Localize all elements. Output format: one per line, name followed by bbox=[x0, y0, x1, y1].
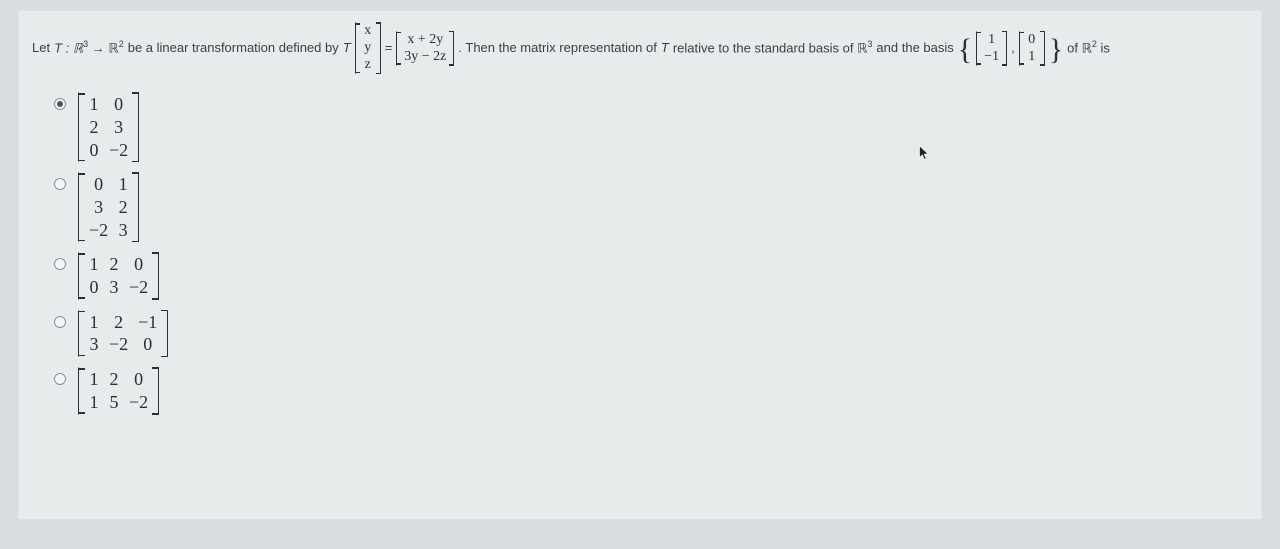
answer-option[interactable]: 12 −1 3 −2 0 bbox=[54, 310, 1248, 357]
output-vector: x + 2y3y − 2z bbox=[396, 31, 454, 66]
question-card: Let T : ℝ3 → ℝ2 be a linear transformati… bbox=[18, 10, 1262, 520]
matrix-cell: 0 bbox=[1027, 32, 1037, 48]
matrix-cell: −2 bbox=[89, 220, 108, 241]
matrix-cell: 2 bbox=[114, 312, 124, 333]
matrix-cell: 1 bbox=[118, 174, 128, 195]
matrix-cell: 0 bbox=[134, 369, 144, 390]
matrix-cell: 2 bbox=[89, 117, 99, 138]
matrix-cell: z bbox=[363, 57, 373, 73]
matrix-cell: 3 bbox=[94, 197, 104, 218]
radio-button[interactable] bbox=[54, 98, 66, 110]
radio-button[interactable] bbox=[54, 178, 66, 190]
matrix-cell: −1 bbox=[138, 312, 157, 333]
matrix-cell: 3 bbox=[114, 117, 124, 138]
matrix-cell: 3 bbox=[89, 334, 99, 355]
answer-options: 10230−20132−2312003−212−13−2012015−2 bbox=[54, 92, 1248, 414]
matrix-cell: 1 bbox=[89, 312, 99, 333]
matrix-cell: 2 bbox=[109, 369, 119, 390]
radio-button[interactable] bbox=[54, 316, 66, 328]
text-segment: and the basis bbox=[876, 36, 953, 61]
matrix-cell: 3 bbox=[109, 277, 119, 298]
matrix-cell: 2 bbox=[109, 254, 119, 275]
comma: , bbox=[1011, 36, 1015, 61]
matrix-cell: 0 bbox=[89, 140, 99, 161]
T-label: T bbox=[343, 36, 351, 61]
matrix-cell: y bbox=[363, 40, 373, 56]
matrix-cell: 1 bbox=[89, 254, 99, 275]
option-matrix: 120 03 −2 bbox=[78, 252, 159, 299]
text-segment: T bbox=[661, 36, 669, 61]
option-matrix: 12 −1 3 −2 0 bbox=[78, 310, 168, 357]
matrix-cell: x bbox=[363, 23, 373, 39]
answer-option[interactable]: 10230−2 bbox=[54, 92, 1248, 162]
equals-sign: = bbox=[385, 36, 393, 61]
matrix-cell: 0 bbox=[94, 174, 104, 195]
answer-option[interactable]: 120 03 −2 bbox=[54, 252, 1248, 299]
matrix-cell: x + 2y bbox=[407, 32, 443, 48]
text-segment: relative to the standard basis of ℝ3 bbox=[673, 36, 873, 61]
matrix-cell: 0 bbox=[143, 334, 153, 355]
question-prompt: Let T : ℝ3 → ℝ2 be a linear transformati… bbox=[32, 22, 1248, 74]
text-segment: be a linear transformation defined by bbox=[128, 36, 339, 61]
matrix-cell: 1 bbox=[89, 392, 99, 413]
text-segment: of ℝ2 is bbox=[1067, 36, 1110, 61]
matrix-cell: 0 bbox=[89, 277, 99, 298]
matrix-cell: 1 bbox=[89, 369, 99, 390]
option-matrix: 0132−23 bbox=[78, 172, 139, 242]
text-segment: . Then the matrix representation of bbox=[458, 36, 656, 61]
option-matrix: 10230−2 bbox=[78, 92, 139, 162]
matrix-cell: 1 bbox=[1027, 49, 1037, 65]
text-segment: Let bbox=[32, 36, 50, 61]
matrix-cell: 5 bbox=[109, 392, 119, 413]
matrix-cell: −2 bbox=[109, 140, 128, 161]
text-segment: T : ℝ3 → ℝ2 bbox=[54, 36, 124, 61]
matrix-cell: 0 bbox=[134, 254, 144, 275]
matrix-cell: −1 bbox=[984, 49, 999, 65]
matrix-cell: −2 bbox=[109, 334, 128, 355]
matrix-cell: −2 bbox=[129, 392, 148, 413]
answer-option[interactable]: 0132−23 bbox=[54, 172, 1248, 242]
radio-button[interactable] bbox=[54, 258, 66, 270]
matrix-cell: −2 bbox=[129, 277, 148, 298]
option-matrix: 120 15 −2 bbox=[78, 367, 159, 414]
matrix-cell: 1 bbox=[987, 32, 997, 48]
answer-option[interactable]: 120 15 −2 bbox=[54, 367, 1248, 414]
matrix-cell: 3y − 2z bbox=[404, 49, 446, 65]
matrix-cell: 0 bbox=[114, 94, 124, 115]
radio-button[interactable] bbox=[54, 373, 66, 385]
matrix-cell: 3 bbox=[118, 220, 128, 241]
matrix-cell: 2 bbox=[118, 197, 128, 218]
matrix-cell: 1 bbox=[89, 94, 99, 115]
input-vector: xyz bbox=[355, 22, 381, 74]
basis-vector-2: 01 bbox=[1019, 31, 1045, 66]
basis-vector-1: 1−1 bbox=[976, 31, 1007, 66]
